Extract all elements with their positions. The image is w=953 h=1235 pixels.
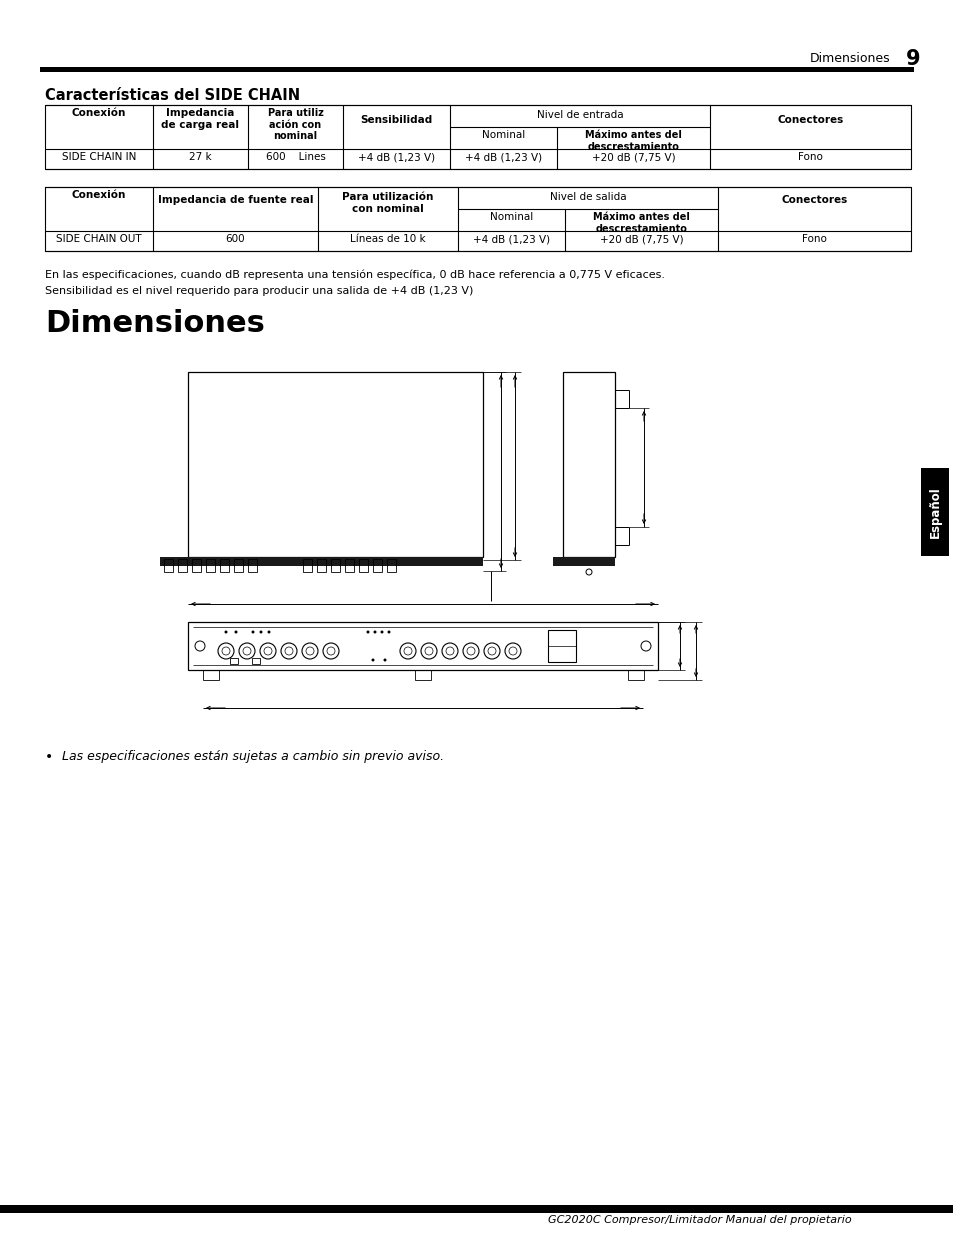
- Bar: [303, 559, 312, 572]
- Bar: [562, 372, 615, 557]
- Text: SIDE CHAIN IN: SIDE CHAIN IN: [62, 152, 136, 162]
- Text: Sensibilidad: Sensibilidad: [360, 115, 432, 125]
- Text: Español: Español: [927, 487, 941, 538]
- Bar: [920, 468, 948, 556]
- Text: +4 dB (1,23 V): +4 dB (1,23 V): [473, 233, 550, 245]
- Circle shape: [259, 631, 262, 634]
- Bar: [160, 557, 482, 566]
- Text: 600    Lines: 600 Lines: [265, 152, 325, 162]
- Text: Nominal: Nominal: [481, 130, 524, 140]
- Text: 9: 9: [905, 49, 920, 69]
- Bar: [331, 559, 339, 572]
- Text: 600: 600: [226, 233, 245, 245]
- Bar: [40, 67, 913, 72]
- Bar: [233, 559, 243, 572]
- Text: Dimensiones: Dimensiones: [45, 309, 265, 338]
- Text: Dimensiones: Dimensiones: [809, 52, 890, 65]
- Bar: [203, 671, 219, 680]
- Text: Conexión: Conexión: [71, 107, 126, 119]
- Text: Fono: Fono: [798, 152, 822, 162]
- Bar: [553, 557, 615, 566]
- Text: Nominal: Nominal: [489, 212, 533, 222]
- Text: Impedancia de fuente real: Impedancia de fuente real: [157, 195, 313, 205]
- Text: Sensibilidad es el nivel requerido para producir una salida de +4 dB (1,23 V): Sensibilidad es el nivel requerido para …: [45, 287, 473, 296]
- Bar: [206, 559, 214, 572]
- Circle shape: [366, 631, 369, 634]
- Text: +20 dB (7,75 V): +20 dB (7,75 V): [599, 233, 682, 245]
- Text: +20 dB (7,75 V): +20 dB (7,75 V): [591, 152, 675, 162]
- Text: Conectores: Conectores: [781, 195, 846, 205]
- Bar: [316, 559, 326, 572]
- Text: Fono: Fono: [801, 233, 826, 245]
- Bar: [415, 671, 431, 680]
- Bar: [547, 630, 576, 662]
- Circle shape: [234, 631, 237, 634]
- Bar: [252, 658, 260, 664]
- Circle shape: [374, 631, 376, 634]
- Bar: [45, 186, 910, 251]
- Text: Impedancia
de carga real: Impedancia de carga real: [161, 107, 239, 130]
- Bar: [45, 105, 910, 169]
- Bar: [188, 372, 482, 557]
- Text: Nivel de entrada: Nivel de entrada: [537, 110, 622, 120]
- Bar: [358, 559, 368, 572]
- Bar: [188, 622, 658, 671]
- Text: Conectores: Conectores: [777, 115, 842, 125]
- Circle shape: [267, 631, 271, 634]
- Text: Para utilización
con nominal: Para utilización con nominal: [342, 191, 434, 214]
- Circle shape: [383, 658, 386, 662]
- Text: Máximo antes del
descrestamiento: Máximo antes del descrestamiento: [584, 130, 681, 152]
- Text: Líneas de 10 k: Líneas de 10 k: [350, 233, 425, 245]
- Bar: [387, 559, 395, 572]
- Text: SIDE CHAIN OUT: SIDE CHAIN OUT: [56, 233, 142, 245]
- Circle shape: [224, 631, 227, 634]
- Bar: [0, 1205, 953, 1213]
- Bar: [230, 658, 237, 664]
- Circle shape: [380, 631, 383, 634]
- Circle shape: [387, 631, 390, 634]
- Bar: [220, 559, 229, 572]
- Bar: [164, 559, 172, 572]
- Text: Conexión: Conexión: [71, 190, 126, 200]
- Text: •: •: [45, 750, 53, 764]
- Bar: [178, 559, 187, 572]
- Bar: [192, 559, 201, 572]
- Text: +4 dB (1,23 V): +4 dB (1,23 V): [357, 152, 435, 162]
- Text: 27 k: 27 k: [189, 152, 212, 162]
- Bar: [373, 559, 381, 572]
- Text: Nivel de salida: Nivel de salida: [549, 191, 626, 203]
- Circle shape: [252, 631, 254, 634]
- Text: Para utiliz
ación con
nominal: Para utiliz ación con nominal: [267, 107, 323, 141]
- Text: GC2020C Compresor/Limitador Manual del propietario: GC2020C Compresor/Limitador Manual del p…: [547, 1215, 851, 1225]
- Circle shape: [371, 658, 375, 662]
- Text: Las especificaciones están sujetas a cambio sin previo aviso.: Las especificaciones están sujetas a cam…: [62, 750, 444, 763]
- Text: En las especificaciones, cuando dB representa una tensión específica, 0 dB hace : En las especificaciones, cuando dB repre…: [45, 269, 664, 279]
- Bar: [627, 671, 643, 680]
- Bar: [345, 559, 354, 572]
- Text: Máximo antes del
descrestamiento: Máximo antes del descrestamiento: [593, 212, 689, 233]
- Text: Características del SIDE CHAIN: Características del SIDE CHAIN: [45, 88, 300, 103]
- Bar: [248, 559, 256, 572]
- Text: +4 dB (1,23 V): +4 dB (1,23 V): [464, 152, 541, 162]
